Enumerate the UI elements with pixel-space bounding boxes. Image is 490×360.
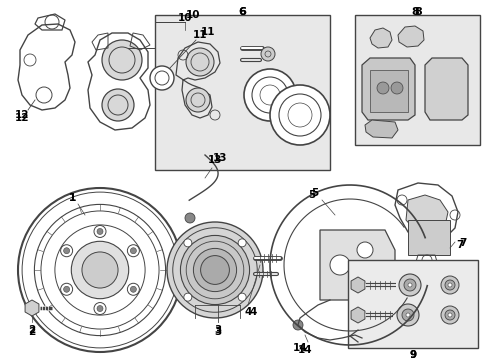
Polygon shape [362,58,415,120]
Circle shape [150,66,174,90]
Text: 10: 10 [178,13,192,23]
Circle shape [127,245,139,257]
Text: 5: 5 [311,188,318,198]
Text: 1: 1 [69,193,75,203]
Circle shape [377,82,389,94]
Circle shape [357,242,373,258]
Circle shape [448,313,452,317]
Polygon shape [425,58,468,120]
Circle shape [397,304,419,326]
Text: 11: 11 [193,30,207,40]
Text: 3: 3 [215,327,221,337]
Text: 4: 4 [249,307,257,317]
Text: 10: 10 [186,10,200,20]
Circle shape [61,245,73,257]
Circle shape [130,286,136,292]
Text: 6: 6 [238,7,246,17]
Circle shape [238,293,246,301]
Circle shape [445,280,455,290]
Text: 12: 12 [15,110,29,120]
Circle shape [200,256,229,284]
Circle shape [186,48,214,76]
Text: 14: 14 [298,345,312,355]
Circle shape [167,222,263,318]
Text: 2: 2 [28,325,36,335]
Circle shape [194,248,237,292]
Circle shape [97,229,103,234]
Circle shape [402,309,414,321]
Circle shape [61,283,73,295]
Circle shape [445,310,455,320]
Circle shape [102,89,134,121]
Circle shape [448,283,452,287]
Circle shape [184,293,192,301]
Circle shape [94,302,106,315]
Text: 12: 12 [15,113,29,123]
Text: 9: 9 [410,350,416,360]
Text: 13: 13 [208,155,222,165]
Circle shape [186,88,210,112]
Circle shape [404,279,416,291]
Circle shape [408,283,412,287]
Bar [348,260,478,348]
Circle shape [330,255,350,275]
Text: 8: 8 [414,7,422,17]
Circle shape [441,306,459,324]
Circle shape [82,252,118,288]
Circle shape [127,283,139,295]
Text: 3: 3 [215,325,221,335]
Circle shape [94,225,106,238]
Circle shape [97,306,103,311]
Bar [355,15,480,145]
Circle shape [441,276,459,294]
Circle shape [399,274,421,296]
Text: 9: 9 [410,350,416,360]
Text: 13: 13 [213,153,227,163]
Polygon shape [351,277,365,293]
Polygon shape [406,195,448,232]
Text: 6: 6 [238,7,246,17]
Circle shape [184,239,192,247]
Circle shape [130,248,136,254]
Text: 7: 7 [459,238,466,248]
Circle shape [244,69,296,121]
Text: 14: 14 [293,343,307,353]
Bar [155,15,330,170]
Polygon shape [370,70,408,112]
Circle shape [64,248,70,254]
Circle shape [406,313,410,317]
Circle shape [64,286,70,292]
Text: 1: 1 [69,193,75,203]
Circle shape [72,241,129,299]
Circle shape [357,272,373,288]
Circle shape [293,320,303,330]
Circle shape [391,82,403,94]
Circle shape [270,85,330,145]
Polygon shape [25,300,39,316]
Polygon shape [351,307,365,323]
Circle shape [180,235,249,305]
Text: 8: 8 [411,7,419,17]
Polygon shape [365,120,398,138]
Circle shape [238,239,246,247]
Text: 11: 11 [201,27,215,37]
Circle shape [102,40,142,80]
Circle shape [261,47,275,61]
Text: 4: 4 [245,307,252,317]
Polygon shape [320,230,395,300]
Text: 5: 5 [308,190,316,200]
Text: 2: 2 [28,327,36,337]
Circle shape [185,213,195,223]
Text: 7: 7 [456,240,464,250]
Polygon shape [398,26,424,47]
Polygon shape [370,28,392,48]
Polygon shape [408,220,450,255]
